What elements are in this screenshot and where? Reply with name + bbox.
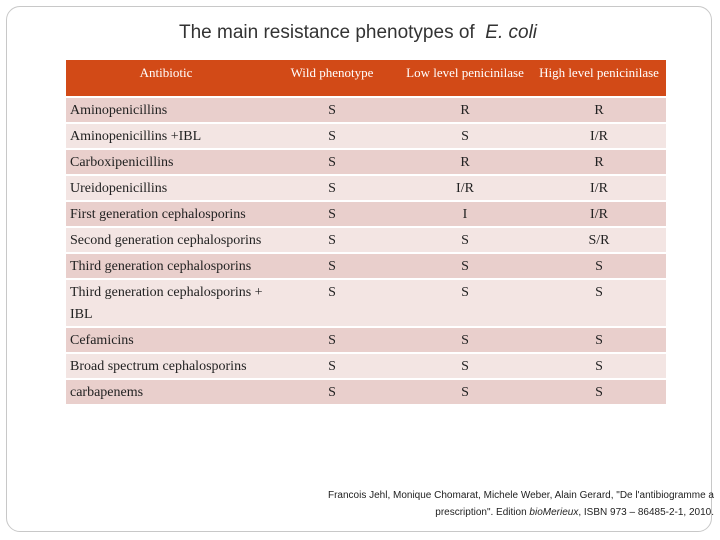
high-level-value: I/R <box>532 175 666 202</box>
wild-value: S <box>266 227 398 254</box>
header-high-level-penicinilase: High level penicinilase <box>532 60 666 98</box>
high-level-value: I/R <box>532 123 666 150</box>
antibiotic-name: Second generation cephalosporins <box>66 227 266 254</box>
low-level-value: I <box>398 201 532 228</box>
low-level-value: R <box>398 97 532 124</box>
header-low-level-penicinilase: Low level penicinilase <box>398 60 532 98</box>
citation-line-1: Francois Jehl, Monique Chomarat, Michele… <box>327 490 714 501</box>
wild-value: S <box>266 327 398 354</box>
wild-value: S <box>266 175 398 202</box>
table-header-row: Antibiotic Wild phenotype Low level peni… <box>66 60 666 98</box>
table-row: Second generation cephalosporins S S S/R <box>66 227 666 254</box>
high-level-value: R <box>532 97 666 124</box>
low-level-value: S <box>398 327 532 354</box>
antibiotic-name: Third generation cephalosporins + IBL <box>66 279 266 328</box>
citation-line-2-end: , ISBN 973 – 86485-2-1, 2010. <box>578 507 714 518</box>
low-level-value: S <box>398 227 532 254</box>
antibiotic-name: First generation cephalosporins <box>66 201 266 228</box>
low-level-value: S <box>398 279 532 328</box>
high-level-value: S <box>532 379 666 406</box>
wild-value: S <box>266 149 398 176</box>
wild-value: S <box>266 353 398 380</box>
antibiotic-name: Carboxipenicillins <box>66 149 266 176</box>
wild-value: S <box>266 379 398 406</box>
table-row: Aminopenicillins S R R <box>66 97 666 124</box>
high-level-value: S <box>532 253 666 280</box>
antibiotic-name: Aminopenicillins +IBL <box>66 123 266 150</box>
source-citation: Francois Jehl, Monique Chomarat, Michele… <box>194 487 714 521</box>
high-level-value: R <box>532 149 666 176</box>
antibiotic-name: carbapenems <box>66 379 266 406</box>
table-row: Aminopenicillins +IBL S S I/R <box>66 123 666 150</box>
high-level-value: S <box>532 279 666 328</box>
low-level-value: I/R <box>398 175 532 202</box>
citation-line-2: prescription". Edition bioMerieux, ISBN … <box>194 504 714 521</box>
title-organism: E. coli <box>485 22 538 43</box>
low-level-value: S <box>398 253 532 280</box>
high-level-value: S <box>532 353 666 380</box>
table-row: Carboxipenicillins S R R <box>66 149 666 176</box>
slide-frame <box>6 6 712 532</box>
antibiotic-name: Ureidopenicillins <box>66 175 266 202</box>
table-row: Third generation cephalosporins S S S <box>66 253 666 280</box>
table-row: First generation cephalosporins S I I/R <box>66 201 666 228</box>
header-antibiotic: Antibiotic <box>66 60 266 98</box>
antibiotic-name: Cefamicins <box>66 327 266 354</box>
slide-title: The main resistance phenotypes of E. col… <box>0 22 716 44</box>
table-row: Third generation cephalosporins + IBL S … <box>66 279 666 328</box>
low-level-value: S <box>398 379 532 406</box>
title-text: The main resistance phenotypes of <box>178 22 475 43</box>
table-row: Ureidopenicillins S I/R I/R <box>66 175 666 202</box>
table-row: Cefamicins S S S <box>66 327 666 354</box>
header-wild-phenotype: Wild phenotype <box>266 60 398 98</box>
resistance-phenotype-table: Antibiotic Wild phenotype Low level peni… <box>66 60 666 406</box>
high-level-value: S/R <box>532 227 666 254</box>
wild-value: S <box>266 201 398 228</box>
low-level-value: R <box>398 149 532 176</box>
citation-line-2-start: prescription". Edition <box>435 507 530 518</box>
low-level-value: S <box>398 353 532 380</box>
high-level-value: I/R <box>532 201 666 228</box>
wild-value: S <box>266 279 398 328</box>
high-level-value: S <box>532 327 666 354</box>
table-row: Broad spectrum cephalosporins S S S <box>66 353 666 380</box>
wild-value: S <box>266 97 398 124</box>
antibiotic-name: Aminopenicillins <box>66 97 266 124</box>
antibiotic-name: Third generation cephalosporins <box>66 253 266 280</box>
antibiotic-name: Broad spectrum cephalosporins <box>66 353 266 380</box>
wild-value: S <box>266 253 398 280</box>
table-row: carbapenems S S S <box>66 379 666 406</box>
wild-value: S <box>266 123 398 150</box>
citation-publisher: bioMerieux <box>529 507 579 518</box>
low-level-value: S <box>398 123 532 150</box>
